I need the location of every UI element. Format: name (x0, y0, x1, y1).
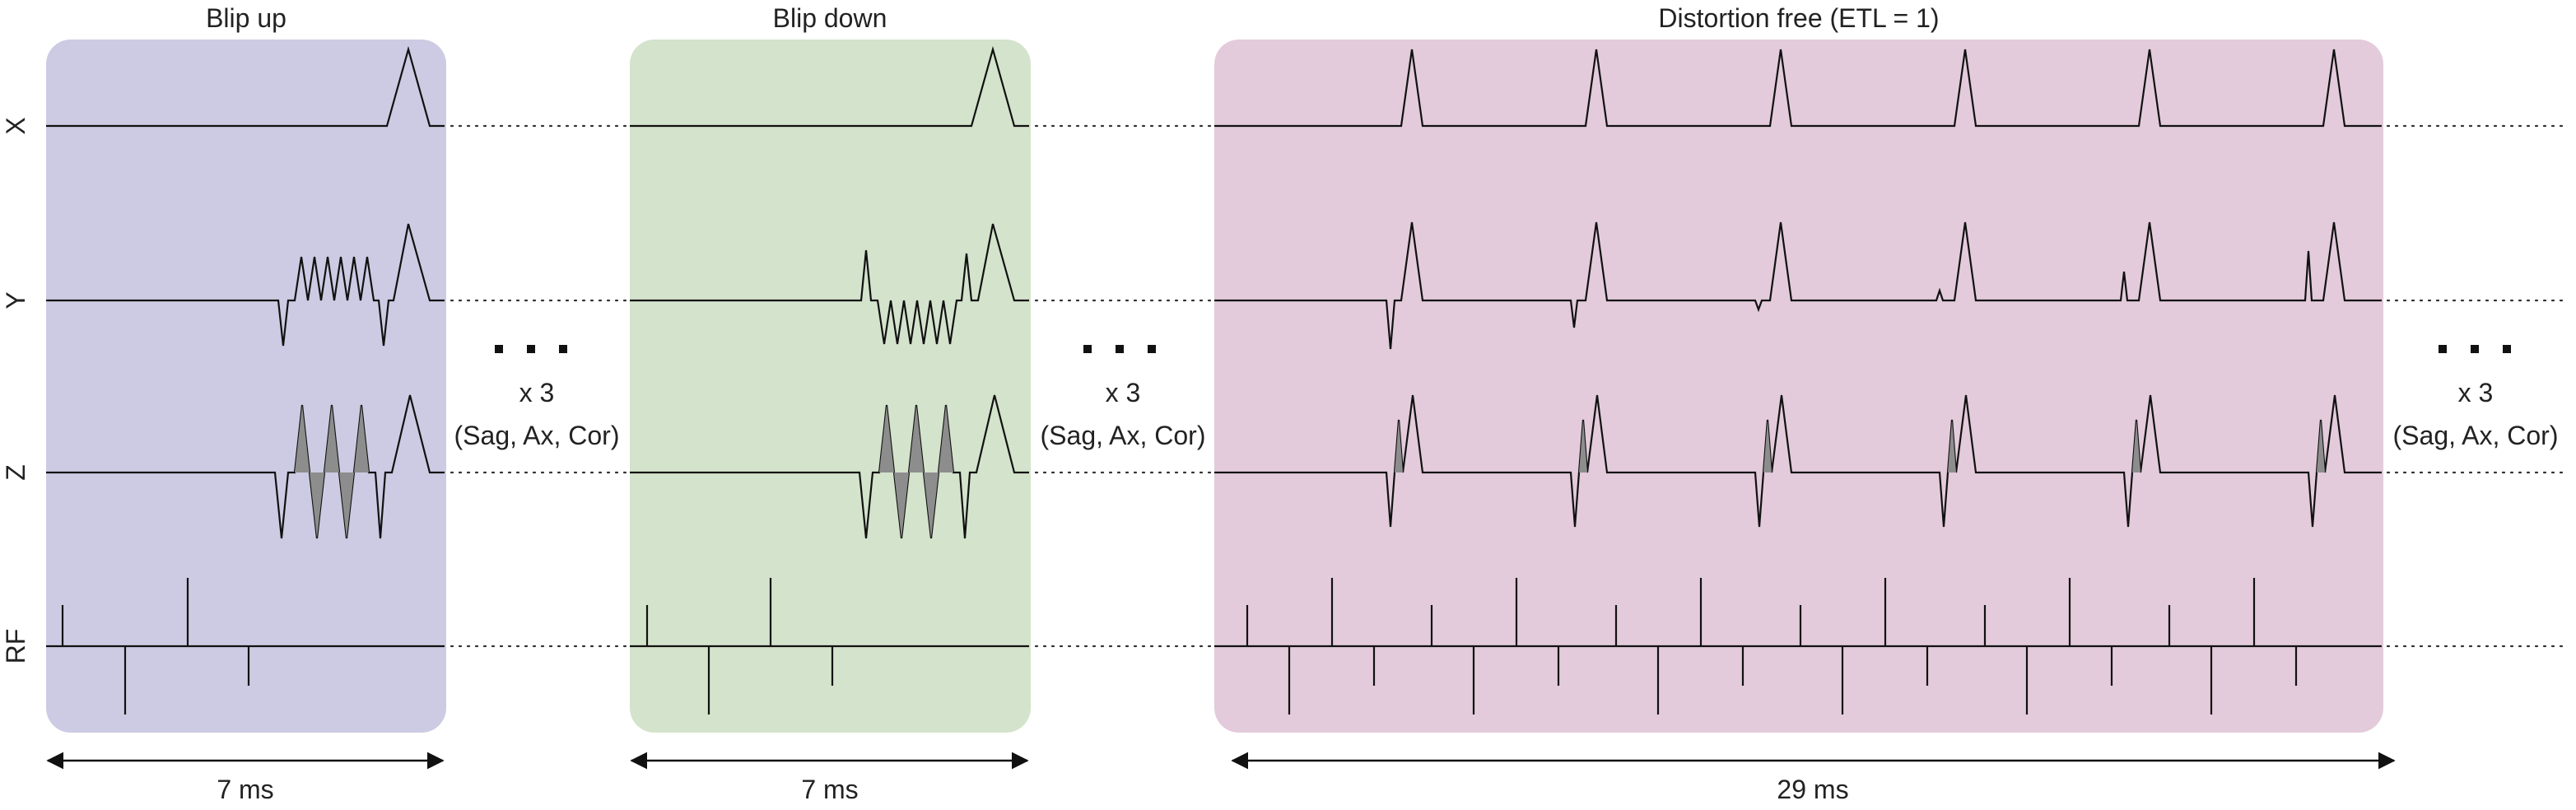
blip-down-z-fill-4 (924, 472, 939, 538)
repeat-indicator-2: x 3 (Sag, Ax, Cor) (1041, 345, 1206, 450)
axis-labels: X Y Z RF (1, 117, 30, 663)
distortion-free-z-fill-2 (1579, 420, 1587, 472)
ellipsis-dot (527, 345, 535, 353)
blip-up-z-fill-5 (354, 405, 369, 472)
blip-down-waveforms (630, 45, 1029, 715)
distortion-free-y-trace (1214, 221, 2382, 350)
blip-down-y-trace (630, 223, 1029, 345)
repeat-planes: (Sag, Ax, Cor) (2393, 421, 2559, 450)
blip-down-block (630, 40, 1031, 733)
axis-label-x: X (1, 117, 30, 134)
repeat-planes: (Sag, Ax, Cor) (1041, 421, 1206, 450)
blip-up-x-trace (46, 45, 445, 128)
axis-label-y: Y (1, 291, 30, 309)
blip-up-z-fill-3 (324, 405, 339, 472)
blip-down-z-fill-5 (939, 405, 953, 472)
distortion-free-z-trace (1214, 394, 2382, 528)
blip-down-duration-label: 7 ms (801, 775, 858, 804)
blip-down-rf-pulses (645, 578, 834, 715)
blip-up-title: Blip up (206, 3, 286, 33)
repeat-indicator-3: x 3 (Sag, Ax, Cor) (2393, 345, 2559, 450)
blip-up-z-fill-2 (310, 472, 324, 538)
blip-up-waveforms (46, 45, 445, 715)
block-backgrounds (46, 40, 2383, 733)
blip-up-block (46, 40, 446, 733)
ellipsis-dot (1083, 345, 1092, 353)
block-titles: Blip up Blip down Distortion free (ETL =… (206, 3, 1940, 33)
ellipsis-dot (2471, 345, 2479, 353)
repeat-indicator-1: x 3 (Sag, Ax, Cor) (454, 345, 620, 450)
repeat-count: x 3 (519, 378, 555, 407)
distortion-free-z-fill-3 (1763, 420, 1772, 472)
blip-up-rf-pulses (61, 578, 250, 715)
blip-up-y-trace (46, 223, 445, 347)
blip-down-title: Blip down (773, 3, 887, 33)
distortion-free-z-fill-5 (2132, 420, 2140, 472)
distortion-free-title: Distortion free (ETL = 1) (1658, 3, 1939, 33)
distortion-free-block (1214, 40, 2383, 733)
repeat-count: x 3 (1106, 378, 1141, 407)
blip-down-z-fill-1 (879, 405, 894, 472)
distortion-free-z-fill-1 (1395, 420, 1403, 472)
distortion-free-waveforms (1214, 49, 2382, 715)
blip-up-z-fill-4 (339, 472, 354, 538)
blip-up-duration-label: 7 ms (217, 775, 273, 804)
ellipsis-dot (495, 345, 503, 353)
blip-up-z-fill-1 (295, 405, 310, 472)
ellipsis-dot (1148, 345, 1156, 353)
blip-down-z-fill-3 (909, 405, 924, 472)
repeat-count: x 3 (2458, 378, 2494, 407)
repeat-planes: (Sag, Ax, Cor) (454, 421, 620, 450)
ellipsis-dot (1116, 345, 1124, 353)
ellipsis-dot (2439, 345, 2447, 353)
duration-arrows: 7 ms 7 ms 29 ms (46, 752, 2396, 804)
axis-label-z: Z (1, 464, 30, 481)
distortion-free-z-fill-4 (1948, 420, 1956, 472)
distortion-free-z-fill-6 (2317, 420, 2325, 472)
distortion-free-x-trace (1214, 49, 2382, 128)
blip-down-x-trace (630, 45, 1029, 128)
ellipsis-dot (2503, 345, 2511, 353)
ellipsis-dot (559, 345, 567, 353)
distortion-free-rf-pulses (1246, 578, 2298, 715)
distortion-free-duration-label: 29 ms (1777, 775, 1848, 804)
dotted-gaps (450, 124, 2570, 648)
axis-label-rf: RF (1, 629, 30, 664)
blip-down-z-fill-2 (894, 472, 909, 538)
